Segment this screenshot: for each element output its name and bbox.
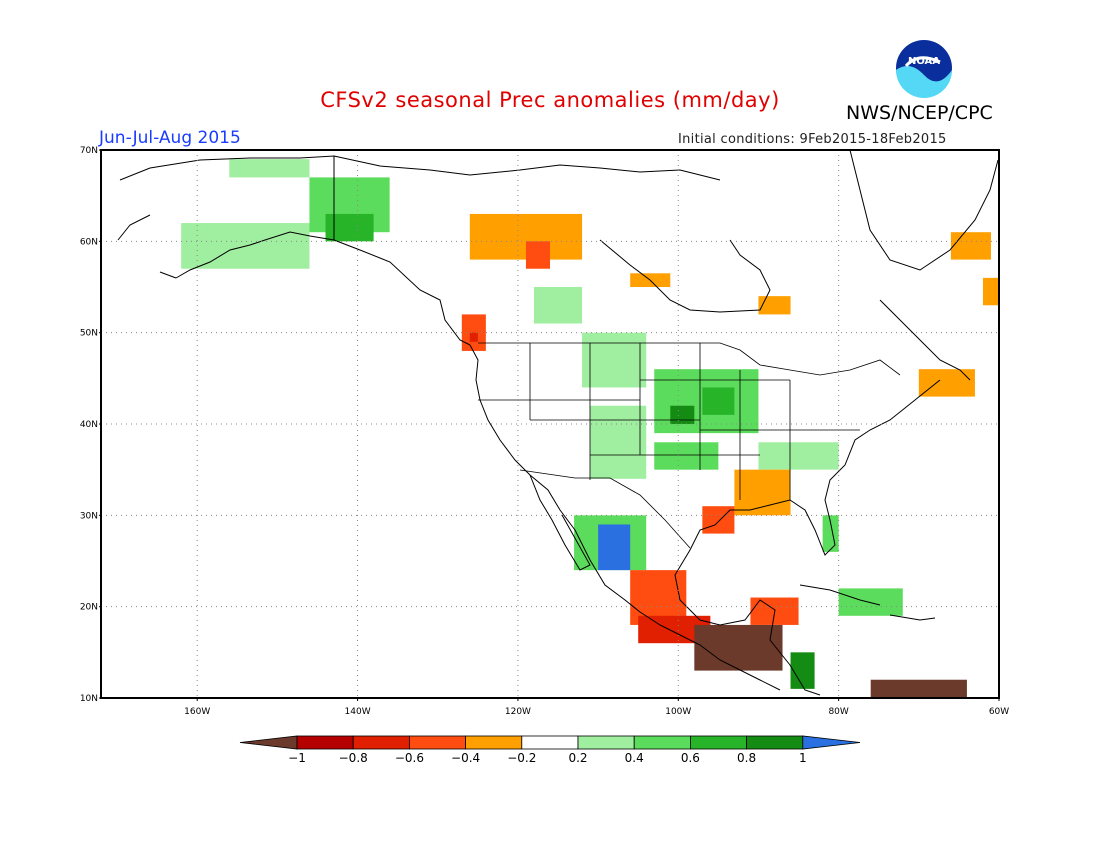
- anomaly-cell: [758, 296, 791, 315]
- colorbar-label: 0.4: [625, 751, 644, 765]
- colorbar-over-triangle: [802, 735, 861, 750]
- state-borders: [478, 343, 860, 500]
- season-label: Jun-Jul-Aug 2015: [99, 128, 241, 148]
- initial-conditions-label: Initial conditions: 9Feb2015-18Feb2015: [678, 132, 947, 147]
- colorbar-segment: [746, 735, 804, 750]
- anomaly-cell: [694, 624, 783, 671]
- anomaly-cell: [325, 213, 374, 242]
- anomaly-cell: [533, 287, 583, 324]
- anomaly-cell: [734, 469, 791, 516]
- lat-tick-label: 40N: [80, 420, 98, 430]
- anomaly-cell: [870, 679, 967, 698]
- lat-tick-label: 30N: [80, 511, 98, 521]
- chart-title: CFSv2 seasonal Prec anomalies (mm/day): [320, 88, 780, 112]
- anomaly-cell: [702, 387, 735, 415]
- colorbar-segment: [296, 735, 354, 750]
- lat-tick-label: 10N: [80, 694, 98, 704]
- coastline-baja: [529, 474, 591, 571]
- agency-label: NWS/NCEP/CPC: [846, 102, 993, 124]
- lat-tick-label: 70N: [80, 146, 98, 156]
- colorbar-label: 1: [799, 751, 807, 765]
- anomaly-cell: [950, 232, 991, 260]
- anomaly-shading-layer: [181, 159, 999, 698]
- anomaly-cell: [982, 277, 999, 306]
- anomaly-cell: [229, 159, 310, 178]
- lon-tick-label: 120W: [505, 707, 531, 717]
- coastline-caribbean: [799, 584, 936, 621]
- anomaly-cell: [590, 405, 647, 479]
- longitude-labels: 160W 140W 120W 100W 80W 60W: [184, 698, 1009, 717]
- anomaly-cell: [918, 369, 975, 397]
- colorbar-label: −1: [288, 751, 306, 765]
- coastline-alaska: [117, 155, 471, 346]
- anomaly-cell: [525, 241, 550, 269]
- us-mexico-border: [519, 469, 691, 549]
- coastline-west: [469, 344, 781, 691]
- coastline-east: [674, 299, 971, 696]
- lat-tick-label: 60N: [80, 237, 98, 247]
- colorbar-under-triangle: [239, 735, 298, 750]
- lon-tick-label: 60W: [989, 707, 1009, 717]
- coastline-layer: [117, 150, 999, 696]
- colorbar-label: 0.8: [737, 751, 756, 765]
- anomaly-cell: [654, 442, 719, 470]
- anomaly-cell: [469, 332, 478, 342]
- coastline-greenland: [849, 150, 999, 271]
- lon-tick-label: 80W: [828, 707, 848, 717]
- coastline-canada-north: [333, 155, 771, 313]
- anomaly-cell: [670, 405, 695, 424]
- anomaly-cell: [758, 442, 839, 470]
- lat-tick-label: 20N: [80, 603, 98, 613]
- colorbar-label: −0.6: [395, 751, 424, 765]
- latitude-labels: 70N 60N 50N 40N 30N 20N 10N: [80, 146, 101, 704]
- lat-tick-label: 50N: [80, 329, 98, 339]
- us-canada-border: [478, 342, 901, 376]
- lon-tick-label: 100W: [665, 707, 691, 717]
- anomaly-cell: [790, 652, 815, 689]
- political-borders-layer: [478, 342, 901, 549]
- colorbar-label: 0.2: [568, 751, 587, 765]
- colorbar: −1 −0.8 −0.6 −0.4 −0.2 0.2 0.4 0.6 0.8 1: [239, 735, 861, 765]
- lon-tick-label: 140W: [345, 707, 371, 717]
- colorbar-label: 0.6: [681, 751, 700, 765]
- anomaly-cell: [598, 524, 631, 571]
- colorbar-segment: [408, 735, 466, 750]
- colorbar-segment: [633, 735, 691, 750]
- anomaly-cell: [838, 588, 903, 616]
- anomaly-cell: [582, 332, 647, 388]
- colorbar-label: −0.8: [339, 751, 368, 765]
- colorbar-segment: [577, 735, 635, 750]
- colorbar-label: −0.2: [507, 751, 536, 765]
- noaa-logo: NOAA: [896, 40, 952, 98]
- colorbar-segment: [521, 735, 579, 750]
- colorbar-segment: [690, 735, 748, 750]
- colorbar-label: −0.4: [451, 751, 480, 765]
- colorbar-segment: [465, 735, 523, 750]
- lon-tick-label: 160W: [184, 707, 210, 717]
- svg-text:NOAA: NOAA: [908, 56, 940, 67]
- colorbar-segment: [352, 735, 410, 750]
